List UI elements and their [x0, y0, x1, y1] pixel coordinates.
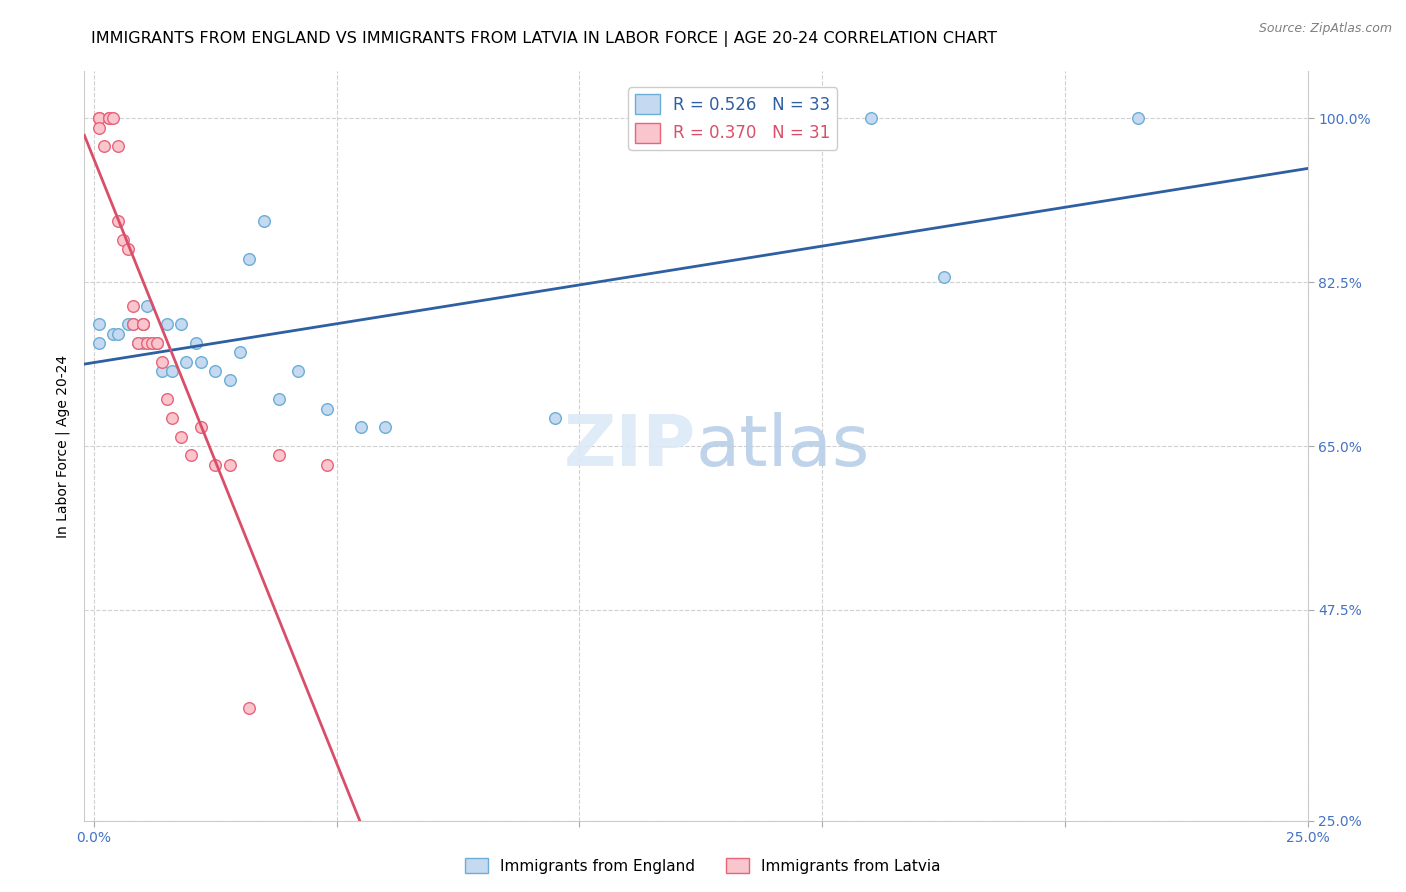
Point [97, 112, 120, 126]
Point [117, 243, 139, 257]
Point [238, 252, 260, 266]
Point [150, 355, 173, 369]
Point [190, 355, 212, 369]
Text: ZIP: ZIP [564, 411, 696, 481]
Point [87, 120, 110, 135]
Point [131, 317, 153, 331]
Point [117, 317, 139, 331]
Point [122, 317, 145, 331]
Point [141, 336, 163, 351]
Point [228, 345, 250, 359]
Point [107, 326, 129, 341]
Point [87, 112, 110, 126]
Point [150, 364, 173, 378]
Point [374, 420, 396, 434]
Point [107, 139, 129, 153]
Text: IMMIGRANTS FROM ENGLAND VS IMMIGRANTS FROM LATVIA IN LABOR FORCE | AGE 20-24 COR: IMMIGRANTS FROM ENGLAND VS IMMIGRANTS FR… [91, 31, 997, 47]
Point [253, 214, 276, 228]
Point [146, 336, 169, 351]
Point [544, 410, 567, 425]
Point [122, 298, 145, 313]
Point [131, 317, 153, 331]
Point [131, 317, 153, 331]
Point [204, 458, 226, 472]
Point [160, 364, 183, 378]
Text: atlas: atlas [696, 411, 870, 481]
Point [287, 364, 309, 378]
Point [122, 317, 145, 331]
Point [932, 270, 955, 285]
Point [146, 336, 169, 351]
Point [267, 449, 290, 463]
Point [136, 336, 159, 351]
Point [350, 420, 373, 434]
Point [219, 374, 242, 388]
Point [170, 317, 193, 331]
Point [238, 701, 260, 715]
Point [170, 430, 193, 444]
Point [204, 364, 226, 378]
Point [180, 449, 202, 463]
Point [87, 112, 110, 126]
Point [103, 112, 125, 126]
Point [87, 336, 110, 351]
Point [184, 336, 207, 351]
Point [156, 392, 179, 407]
Point [156, 317, 179, 331]
Point [160, 410, 183, 425]
Point [127, 336, 149, 351]
Point [859, 112, 882, 126]
Point [1126, 112, 1149, 126]
Point [174, 355, 197, 369]
Legend: Immigrants from England, Immigrants from Latvia: Immigrants from England, Immigrants from… [460, 852, 946, 880]
Point [316, 401, 339, 416]
Point [131, 336, 153, 351]
Point [93, 139, 115, 153]
Legend: R = 0.526   N = 33, R = 0.370   N = 31: R = 0.526 N = 33, R = 0.370 N = 31 [628, 87, 837, 150]
Text: Source: ZipAtlas.com: Source: ZipAtlas.com [1258, 22, 1392, 36]
Point [107, 214, 129, 228]
Point [136, 298, 159, 313]
Point [190, 420, 212, 434]
Point [141, 336, 163, 351]
Point [316, 458, 339, 472]
Point [97, 112, 120, 126]
Point [267, 392, 290, 407]
Point [112, 233, 135, 247]
Point [103, 326, 125, 341]
Point [87, 317, 110, 331]
Y-axis label: In Labor Force | Age 20-24: In Labor Force | Age 20-24 [56, 354, 70, 538]
Point [127, 336, 149, 351]
Point [219, 458, 242, 472]
